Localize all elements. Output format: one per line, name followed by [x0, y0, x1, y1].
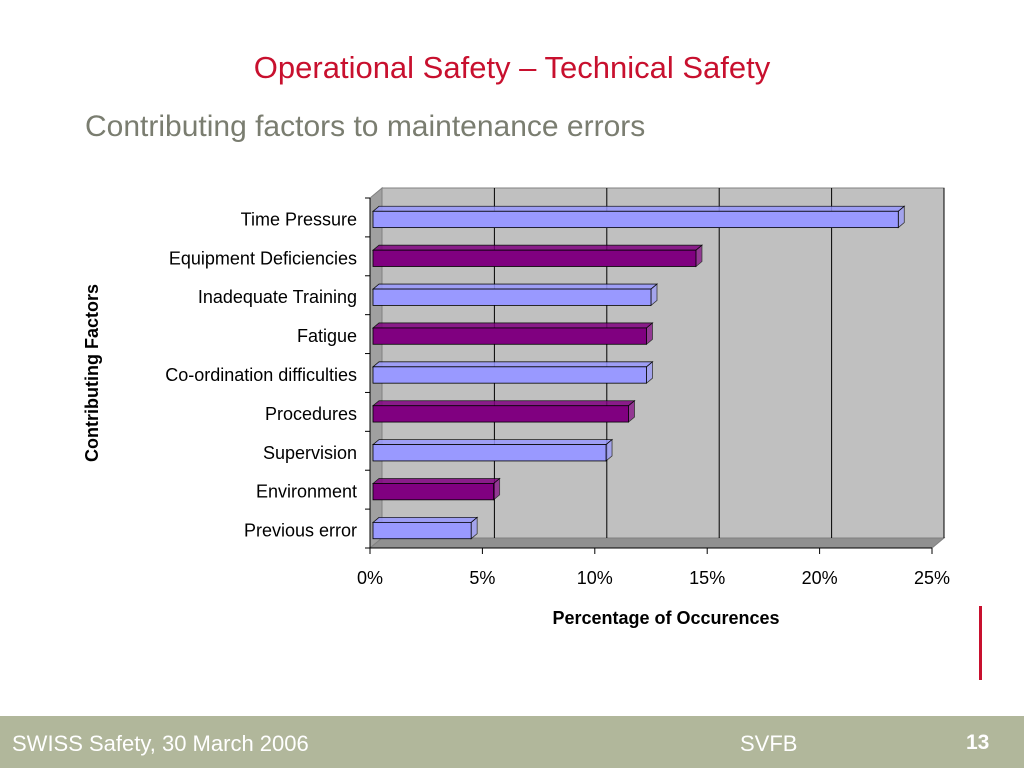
bar-top-face: [371, 244, 704, 251]
category-label: Time Pressure: [241, 209, 357, 229]
x-tick-label: 15%: [689, 568, 725, 588]
x-tick-label: 25%: [914, 568, 950, 588]
bar-top-face: [371, 516, 479, 523]
bar-top-face: [371, 205, 906, 212]
bar-top-face: [371, 361, 654, 368]
x-axis-title: Percentage of Occurences: [552, 608, 779, 628]
category-label: Environment: [256, 482, 357, 502]
bar-top-face: [371, 478, 501, 484]
x-tick-label: 20%: [802, 568, 838, 588]
bar: [372, 483, 495, 501]
category-label: Equipment Deficiencies: [169, 248, 357, 268]
bar-top-face: [371, 283, 659, 290]
x-tick-label: 10%: [577, 568, 613, 588]
bar: [372, 444, 607, 462]
bar-chart: Time Pressure Equipment Deficiencies Inade…: [82, 186, 950, 628]
bar-top-face: [371, 400, 636, 407]
category-label: Inadequate Training: [198, 287, 357, 307]
slide-subtitle: Contributing factors to maintenance erro…: [85, 110, 646, 143]
bar: [372, 327, 647, 345]
bar-top-face: [371, 322, 654, 329]
y-axis-title: Contributing Factors: [82, 284, 102, 462]
bar: [372, 405, 629, 423]
accent-divider: [979, 606, 982, 680]
category-label: Fatigue: [297, 326, 357, 346]
footer-bar: SWISS Safety, 30 March 2006 SVFB 13: [0, 716, 1024, 768]
plot-floor: [368, 537, 946, 549]
category-label: Previous error: [244, 521, 357, 541]
category-label: Co-ordination difficulties: [165, 365, 357, 385]
page-number: 13: [966, 731, 990, 754]
footer-org-label: SVFB: [740, 731, 798, 756]
bar: [372, 366, 647, 384]
slide-title: Operational Safety – Technical Safety: [253, 50, 771, 85]
category-label: Supervision: [263, 443, 357, 463]
x-tick-label: 0%: [357, 568, 383, 588]
bar: [372, 288, 652, 306]
bar-top-face: [371, 439, 614, 446]
footer-event-label: SWISS Safety, 30 March 2006: [12, 731, 309, 756]
bar: [372, 249, 697, 267]
bar: [372, 210, 899, 229]
x-tick-label: 5%: [469, 568, 495, 588]
category-label: Procedures: [265, 404, 357, 424]
bar: [372, 521, 472, 540]
